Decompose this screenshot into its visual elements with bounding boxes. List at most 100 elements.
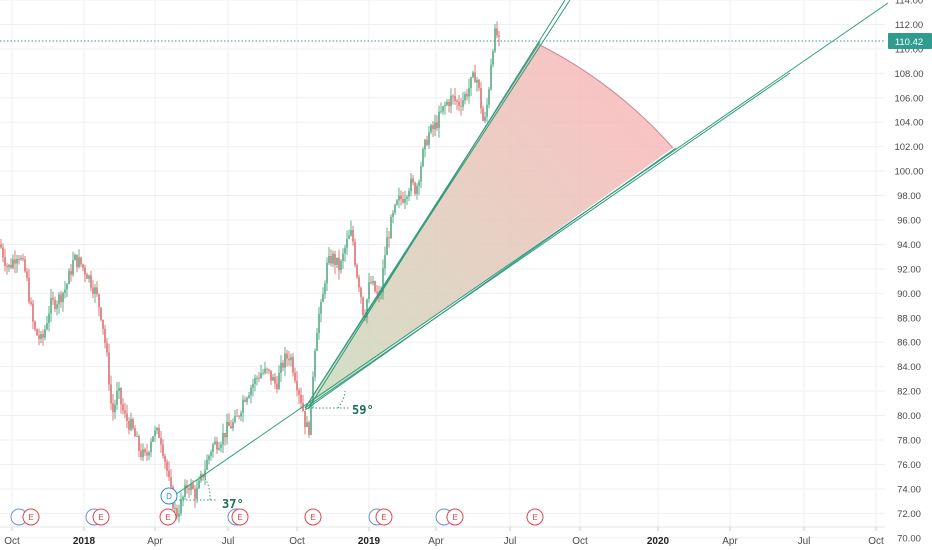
x-tick-label: Oct	[289, 536, 305, 547]
candle-body	[4, 257, 6, 266]
candle-body	[338, 257, 340, 271]
earnings-marker[interactable]: E	[92, 508, 110, 526]
candle-body	[162, 444, 164, 457]
candle-body	[18, 259, 20, 260]
candle-body	[482, 108, 484, 121]
x-tick-label: Apr	[147, 536, 163, 547]
y-tick-label: 112.00	[895, 20, 923, 31]
candle-body	[66, 284, 68, 290]
angle-arc	[537, 43, 674, 149]
dividend-icon	[160, 487, 178, 505]
y-tick-label: 74.00	[897, 484, 921, 495]
candle-body	[174, 508, 176, 509]
candle-body	[336, 257, 338, 265]
candle-body	[144, 449, 146, 453]
candle-body	[294, 372, 296, 381]
earnings-marker[interactable]: E	[304, 508, 322, 526]
candle-body	[404, 198, 406, 203]
trendline-steep-b[interactable]	[307, 0, 566, 410]
y-tick-label: 92.00	[897, 264, 921, 275]
earnings-marker[interactable]: E	[526, 508, 544, 526]
candle-body	[410, 178, 412, 191]
candle-body	[454, 95, 456, 101]
candle-body	[474, 72, 476, 83]
earnings-marker[interactable]: E	[446, 508, 464, 526]
candle-body	[350, 230, 352, 236]
angle-sector	[305, 44, 673, 408]
candle-body	[300, 394, 302, 404]
dividend-marker[interactable]: D	[160, 487, 178, 505]
price-axis[interactable]: 114.00 112.00 110.00 108.00 106.00 104.00 102.…	[894, 0, 923, 544]
earnings-marker[interactable]: E	[375, 508, 393, 526]
trendline-steep-c[interactable]	[304, 41, 541, 409]
candle-body	[348, 235, 350, 239]
y-tick-label: 80.00	[897, 411, 921, 422]
x-tick-label: Jul	[504, 536, 517, 547]
y-tick-label: 102.00	[894, 142, 923, 153]
y-tick-label: 108.00	[894, 69, 923, 80]
candle-body	[374, 281, 376, 292]
candle-body	[436, 122, 438, 129]
candle-body	[242, 399, 244, 413]
candle-body	[314, 350, 316, 377]
candle-body	[36, 329, 38, 336]
x-tick-label: 2019	[358, 536, 381, 547]
candle-body	[262, 372, 264, 374]
candle-body	[292, 357, 294, 373]
candle-body	[352, 230, 354, 242]
candle-body	[6, 265, 8, 268]
trendline-lower-a[interactable]	[304, 72, 791, 409]
earnings-icon	[231, 508, 249, 526]
candle-body	[246, 397, 248, 402]
earnings-marker[interactable]: E	[231, 508, 249, 526]
candle-body	[128, 420, 130, 430]
candle-body	[24, 259, 26, 272]
candle-body	[290, 357, 292, 361]
earnings-marker[interactable]: E	[22, 508, 40, 526]
candle-body	[26, 271, 28, 278]
time-axis[interactable]: Oct 2018 Apr Jul Oct 2019 Apr Jul Oct 2020 Apr Jul O…	[4, 527, 884, 547]
candle-body	[306, 422, 308, 428]
candle-body	[116, 390, 118, 405]
candle-body	[182, 496, 184, 500]
candle-body	[224, 432, 226, 438]
candle-body	[452, 95, 454, 97]
candle-body	[308, 422, 310, 435]
candle-body	[98, 294, 100, 308]
candle-body	[236, 415, 238, 417]
candle-body	[126, 413, 128, 421]
candle-body	[84, 267, 86, 275]
candle-body	[254, 377, 256, 385]
candle-body	[320, 302, 322, 314]
candle-body	[82, 264, 84, 268]
earnings-marker[interactable]: E	[159, 508, 177, 526]
candle-body	[328, 255, 330, 264]
x-tick-label: Oct	[4, 536, 20, 547]
earnings-label: E	[237, 513, 242, 522]
candle-body	[34, 321, 36, 330]
trendline-lower-b[interactable]	[304, 147, 677, 411]
candle-body	[304, 410, 306, 428]
candle-body	[198, 480, 200, 489]
candle-body	[324, 283, 326, 294]
candle-body	[114, 404, 116, 413]
candle-body	[240, 412, 242, 417]
candle-body	[260, 373, 262, 378]
candle-body	[278, 372, 280, 390]
candle-body	[458, 101, 460, 106]
candle-body	[450, 95, 452, 107]
y-tick-label: 110.00	[895, 44, 923, 55]
candle-body	[470, 77, 472, 89]
candle-body	[16, 259, 18, 264]
trendline-main[interactable]	[171, 2, 889, 498]
candle-body	[226, 422, 228, 438]
candle-body	[108, 352, 110, 385]
candle-body	[366, 299, 368, 318]
candle-body	[446, 101, 448, 105]
earnings-label: E	[532, 513, 537, 522]
candle-body	[276, 383, 278, 390]
angle-label-59: 59°	[352, 403, 374, 417]
candle-body	[54, 299, 56, 309]
candle-body	[188, 488, 190, 490]
